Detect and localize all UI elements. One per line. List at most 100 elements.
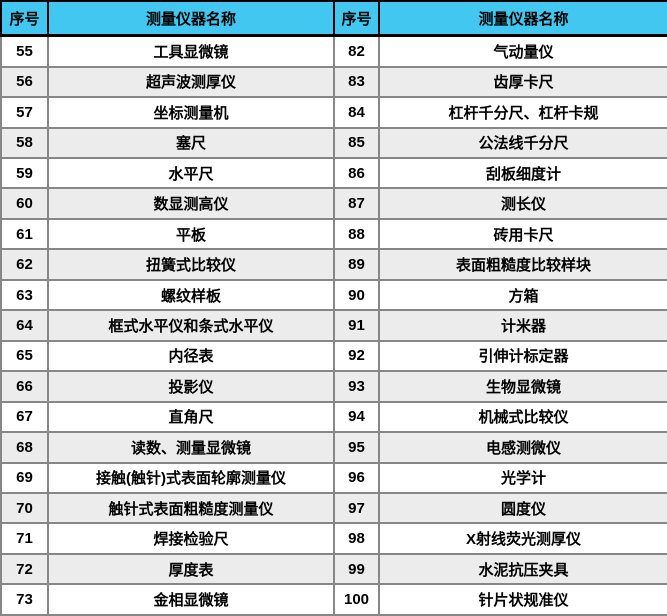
cell-no-right: 96 — [333, 461, 380, 494]
cell-no-left: 67 — [0, 400, 49, 434]
cell-name-right: 针片状规准仪 — [378, 583, 667, 616]
cell-no-right: 89 — [333, 248, 380, 281]
cell-name-left: 坐标测量机 — [47, 96, 335, 129]
cell-no-left: 71 — [0, 522, 49, 555]
table-body: 55 工具显微镜 82 气动量仪 56 超声波测厚仪 83 齿厚卡尺 57 坐标测量机 84 杠杆千分… — [0, 34, 667, 616]
table-header: 序号 测量仪器名称 序号 测量仪器名称 — [0, 0, 667, 37]
cell-name-left: 框式水平仪和条式水平仪 — [47, 309, 335, 342]
cell-name-left: 读数、测量显微镜 — [47, 431, 335, 464]
table-row: 57 坐标测量机 84 杠杆千分尺、杠杆卡规 — [0, 96, 667, 129]
header-no-left: 序号 — [0, 0, 49, 37]
cell-name-left: 工具显微镜 — [47, 34, 335, 68]
cell-no-left: 58 — [0, 126, 49, 159]
cell-no-right: 100 — [333, 583, 380, 616]
cell-name-left: 触针式表面粗糙度测量仪 — [47, 491, 335, 525]
cell-name-left: 螺纹样板 — [47, 278, 335, 312]
table-row: 59 水平尺 86 刮板细度计 — [0, 156, 667, 190]
cell-name-left: 水平尺 — [47, 156, 335, 190]
cell-name-right: 齿厚卡尺 — [378, 65, 667, 99]
cell-no-left: 61 — [0, 217, 49, 251]
table-row: 61 平板 88 砖用卡尺 — [0, 217, 667, 251]
table-row: 67 直角尺 94 机械式比较仪 — [0, 400, 667, 434]
cell-no-right: 87 — [333, 187, 380, 220]
cell-no-left: 62 — [0, 248, 49, 281]
table-row: 55 工具显微镜 82 气动量仪 — [0, 34, 667, 68]
cell-no-right: 86 — [333, 156, 380, 190]
table-row: 56 超声波测厚仪 83 齿厚卡尺 — [0, 65, 667, 99]
table-row: 70 触针式表面粗糙度测量仪 97 圆度仪 — [0, 491, 667, 525]
cell-name-right: 砖用卡尺 — [378, 217, 667, 251]
cell-name-left: 内径表 — [47, 339, 335, 373]
cell-name-left: 超声波测厚仪 — [47, 65, 335, 99]
cell-no-left: 55 — [0, 34, 49, 68]
cell-no-right: 99 — [333, 552, 380, 586]
cell-no-left: 72 — [0, 552, 49, 586]
cell-name-right: 机械式比较仪 — [378, 400, 667, 434]
cell-no-right: 84 — [333, 96, 380, 129]
cell-no-left: 69 — [0, 461, 49, 494]
cell-no-right: 91 — [333, 309, 380, 342]
cell-no-left: 59 — [0, 156, 49, 190]
cell-no-right: 97 — [333, 491, 380, 525]
cell-name-right: X射线荧光测厚仪 — [378, 522, 667, 555]
cell-name-left: 接触(触针)式表面轮廓测量仪 — [47, 461, 335, 494]
cell-name-right: 圆度仪 — [378, 491, 667, 525]
cell-name-right: 电感测微仪 — [378, 431, 667, 464]
cell-name-right: 公法线千分尺 — [378, 126, 667, 159]
cell-name-left: 平板 — [47, 217, 335, 251]
table-row: 73 金相显微镜 100 针片状规准仪 — [0, 583, 667, 616]
table-row: 58 塞尺 85 公法线千分尺 — [0, 126, 667, 159]
cell-no-right: 92 — [333, 339, 380, 373]
cell-name-right: 气动量仪 — [378, 34, 667, 68]
table-row: 64 框式水平仪和条式水平仪 91 计米器 — [0, 309, 667, 342]
cell-name-left: 厚度表 — [47, 552, 335, 586]
cell-no-left: 60 — [0, 187, 49, 220]
cell-no-left: 66 — [0, 370, 49, 403]
cell-name-left: 金相显微镜 — [47, 583, 335, 616]
table-row: 60 数显测高仪 87 测长仪 — [0, 187, 667, 220]
cell-name-left: 塞尺 — [47, 126, 335, 159]
cell-no-left: 70 — [0, 491, 49, 525]
cell-name-left: 投影仪 — [47, 370, 335, 403]
cell-name-right: 刮板细度计 — [378, 156, 667, 190]
header-name-right: 测量仪器名称 — [378, 0, 667, 37]
cell-name-right: 杠杆千分尺、杠杆卡规 — [378, 96, 667, 129]
cell-no-left: 65 — [0, 339, 49, 373]
cell-no-right: 93 — [333, 370, 380, 403]
cell-no-right: 94 — [333, 400, 380, 434]
cell-name-right: 光学计 — [378, 461, 667, 494]
cell-name-left: 焊接检验尺 — [47, 522, 335, 555]
cell-name-right: 表面粗糙度比较样块 — [378, 248, 667, 281]
cell-name-right: 方箱 — [378, 278, 667, 312]
cell-no-left: 64 — [0, 309, 49, 342]
cell-no-left: 57 — [0, 96, 49, 129]
cell-no-left: 73 — [0, 583, 49, 616]
table-row: 69 接触(触针)式表面轮廓测量仪 96 光学计 — [0, 461, 667, 494]
cell-no-right: 88 — [333, 217, 380, 251]
cell-no-right: 85 — [333, 126, 380, 159]
cell-no-left: 56 — [0, 65, 49, 99]
table-row: 62 扭簧式比较仪 89 表面粗糙度比较样块 — [0, 248, 667, 281]
cell-no-right: 98 — [333, 522, 380, 555]
cell-name-right: 计米器 — [378, 309, 667, 342]
table-row: 63 螺纹样板 90 方箱 — [0, 278, 667, 312]
cell-no-right: 95 — [333, 431, 380, 464]
table-row: 72 厚度表 99 水泥抗压夹具 — [0, 552, 667, 586]
cell-name-left: 直角尺 — [47, 400, 335, 434]
cell-no-right: 83 — [333, 65, 380, 99]
cell-name-left: 数显测高仪 — [47, 187, 335, 220]
cell-name-right: 测长仪 — [378, 187, 667, 220]
cell-name-right: 引伸计标定器 — [378, 339, 667, 373]
header-name-left: 测量仪器名称 — [47, 0, 335, 37]
cell-name-right: 水泥抗压夹具 — [378, 552, 667, 586]
table-row: 65 内径表 92 引伸计标定器 — [0, 339, 667, 373]
cell-no-left: 63 — [0, 278, 49, 312]
table-row: 68 读数、测量显微镜 95 电感测微仪 — [0, 431, 667, 464]
cell-name-left: 扭簧式比较仪 — [47, 248, 335, 281]
header-row: 序号 测量仪器名称 序号 测量仪器名称 — [0, 0, 667, 37]
table-row: 71 焊接检验尺 98 X射线荧光测厚仪 — [0, 522, 667, 555]
cell-no-right: 90 — [333, 278, 380, 312]
cell-no-right: 82 — [333, 34, 380, 68]
